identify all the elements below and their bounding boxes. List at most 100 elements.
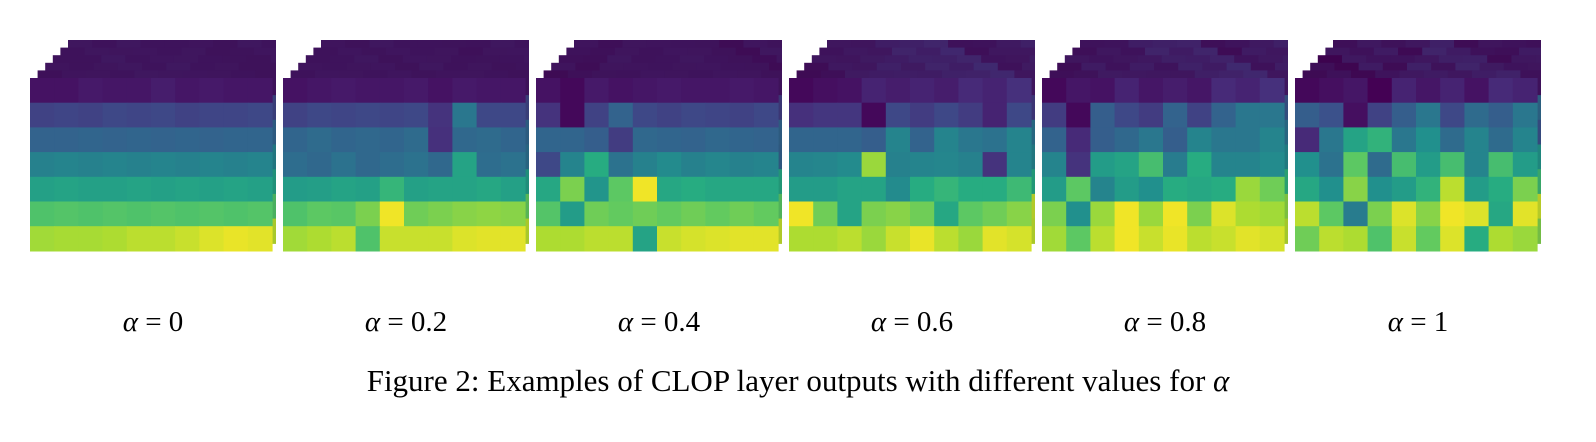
front-layer-cell <box>681 127 706 153</box>
front-layer-cell <box>247 127 273 153</box>
front-layer-cell <box>500 176 526 203</box>
front-layer-cell <box>54 78 79 104</box>
front-layer-cell <box>1259 78 1285 104</box>
front-layer-cell <box>1512 201 1538 227</box>
front-layer-cell <box>657 201 682 227</box>
front-layer-cell <box>355 226 381 252</box>
front-layer-cell <box>331 78 357 104</box>
front-layer-cell <box>1066 152 1091 178</box>
front-layer-cell <box>355 127 381 153</box>
front-layer-cell <box>151 201 176 227</box>
caption-text: Figure 2: Examples of CLOP layer outputs… <box>366 363 1214 398</box>
front-layer-cell <box>307 127 332 153</box>
front-layer-cell <box>428 102 453 128</box>
front-layer-cell <box>379 226 405 252</box>
front-layer-cell <box>1512 127 1538 153</box>
front-layer-cell <box>30 201 55 227</box>
front-layer-cell <box>1138 78 1164 104</box>
front-layer-cell <box>1259 176 1285 203</box>
front-layer-cell <box>78 176 104 203</box>
front-layer-cell <box>1367 102 1393 128</box>
front-layer-cell <box>404 78 429 104</box>
front-layer-cell <box>584 78 610 104</box>
front-layer-cell <box>1259 152 1285 178</box>
front-layer-cell <box>608 226 634 252</box>
front-layer-cell <box>1211 152 1237 178</box>
front-layer-cell <box>753 127 779 153</box>
front-layer-cell <box>632 78 658 104</box>
front-layer-cell <box>584 226 610 252</box>
front-layer-cell <box>958 226 984 252</box>
front-layer-cell <box>861 78 887 104</box>
front-layer-cell <box>681 152 706 178</box>
front-layer-cell <box>1259 127 1285 153</box>
front-layer-cell <box>1440 102 1465 128</box>
front-layer-cell <box>729 201 755 227</box>
front-layer-cell <box>705 102 731 128</box>
front-layer-cell <box>126 102 152 128</box>
alpha-symbol: α <box>1387 306 1403 338</box>
cube-plot <box>536 40 782 252</box>
front-layer-cell <box>958 152 984 178</box>
front-layer-cell <box>54 127 79 153</box>
front-layer-cell <box>657 78 682 104</box>
front-layer-cell <box>1319 78 1344 104</box>
front-layer-cell <box>657 176 682 203</box>
front-layer-cell <box>30 226 55 252</box>
front-layer-cell <box>753 78 779 104</box>
front-layer-cell <box>1006 176 1032 203</box>
front-layer-cell <box>861 176 887 203</box>
alpha-symbol: α <box>870 306 887 338</box>
front-layer-cell <box>452 152 478 178</box>
front-layer-cell <box>1416 127 1441 153</box>
front-layer-cell <box>379 127 405 153</box>
front-layer-cell <box>428 78 453 104</box>
front-layer-cell <box>1391 127 1417 153</box>
front-layer-cell <box>1138 226 1164 252</box>
front-layer-cell <box>705 201 731 227</box>
front-layer-cell <box>307 226 332 252</box>
front-layer-cell <box>705 226 731 252</box>
front-layer-cell <box>30 152 55 178</box>
front-layer-cell <box>500 127 526 153</box>
front-layer-cell <box>1440 201 1465 227</box>
front-layer-cell <box>1440 176 1465 203</box>
front-layer-cell <box>982 226 1008 252</box>
front-layer-cell <box>861 152 887 178</box>
front-layer-cell <box>789 78 814 104</box>
front-layer-cell <box>729 78 755 104</box>
alpha-symbol: α <box>364 306 381 338</box>
front-layer-cell <box>223 201 249 227</box>
front-layer-cell <box>175 201 200 227</box>
front-layer-cell <box>1066 201 1091 227</box>
front-layer-cell <box>1343 78 1369 104</box>
equals-sign: = <box>380 306 411 338</box>
front-layer-cell <box>1138 102 1164 128</box>
front-layer-cell <box>1512 226 1538 252</box>
front-layer-cell <box>934 201 959 227</box>
front-layer-cell <box>681 226 706 252</box>
front-layer-cell <box>428 176 453 203</box>
front-layer-cell <box>355 152 381 178</box>
front-layer-cell <box>500 152 526 178</box>
front-layer-cell <box>1235 102 1261 128</box>
front-layer-cell <box>175 127 200 153</box>
front-layer-cell <box>1066 127 1091 153</box>
front-layer-cell <box>837 78 863 104</box>
front-layer-cell <box>1259 201 1285 227</box>
alpha-value: 1 <box>1433 306 1449 338</box>
alpha-symbol: α <box>1123 306 1140 338</box>
front-layer-cell <box>789 127 814 153</box>
front-layer-cell <box>1367 152 1393 178</box>
front-layer-cell <box>584 127 610 153</box>
front-layer-cell <box>657 226 682 252</box>
front-layer-cell <box>1416 102 1441 128</box>
front-layer-cell <box>247 201 273 227</box>
alpha-label-2: α = 0.4 <box>536 306 782 339</box>
front-layer-cell <box>500 102 526 128</box>
front-layer-cell <box>54 102 79 128</box>
front-layer-cell <box>500 201 526 227</box>
front-layer-cell <box>560 78 585 104</box>
front-layer-cell <box>1138 176 1164 203</box>
front-layer-cell <box>729 127 755 153</box>
